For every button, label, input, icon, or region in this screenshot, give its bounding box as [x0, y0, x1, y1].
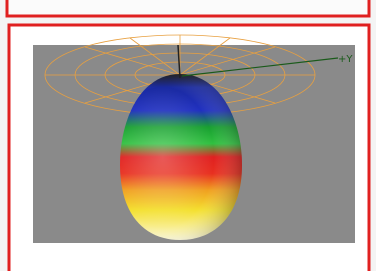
- screenshot: +Y: [0, 0, 376, 271]
- page: {"image": {"axis_label": "+Y"}}: [0, 0, 376, 271]
- axis-label: +Y: [338, 54, 353, 65]
- top-panel: [7, 0, 369, 16]
